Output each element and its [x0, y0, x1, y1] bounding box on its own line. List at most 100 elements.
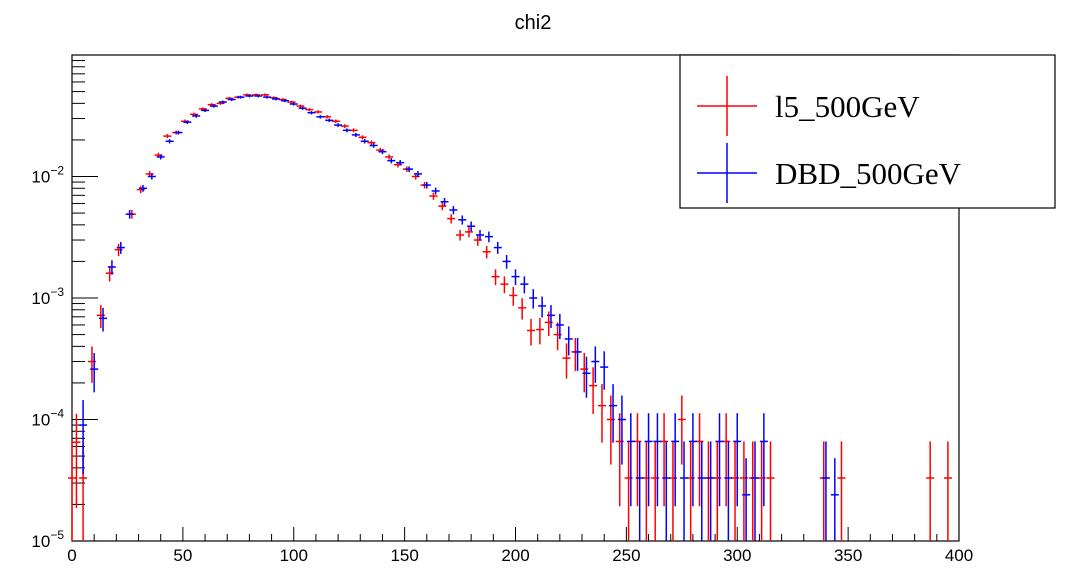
data-point	[597, 384, 606, 443]
data-point	[360, 139, 369, 144]
data-point	[99, 307, 108, 332]
data-point	[837, 441, 846, 541]
data-point	[491, 269, 500, 286]
data-point	[502, 255, 511, 269]
y-tick-label: 10−2	[31, 164, 64, 187]
data-point	[431, 187, 440, 195]
data-point	[79, 400, 88, 475]
data-point	[511, 269, 520, 286]
data-point	[564, 326, 573, 356]
chart-title: chi2	[515, 12, 552, 34]
y-tick-label: 10−5	[31, 528, 64, 551]
data-point	[90, 353, 99, 393]
data-point	[138, 184, 147, 192]
axes: 0 50 100 150 200 250 300 350 400 10−5 10−4 10−3 10−2	[31, 60, 973, 565]
data-point	[147, 173, 156, 180]
legend-entry: DBD_500GeV	[697, 143, 962, 203]
x-tick-label: 250	[612, 546, 640, 565]
legend-entry: l5_500GeV	[697, 76, 920, 136]
data-point	[589, 367, 598, 415]
data-point	[591, 346, 600, 383]
data-point	[458, 215, 467, 225]
data-point	[733, 413, 742, 507]
data-point	[165, 139, 174, 144]
x-tick-label: 400	[945, 546, 973, 565]
legend-entries: l5_500GeV DBD_500GeV	[697, 76, 962, 203]
data-point	[116, 241, 125, 254]
data-point	[438, 202, 447, 211]
data-point	[715, 413, 724, 507]
data-point	[688, 413, 697, 507]
data-point	[518, 298, 527, 320]
data-point	[766, 441, 775, 541]
data-point	[582, 356, 591, 398]
legend-label: DBD_500GeV	[775, 156, 962, 191]
data-point	[334, 123, 343, 127]
data-point	[644, 413, 653, 507]
data-point	[617, 395, 626, 465]
data-point	[662, 441, 671, 541]
data-point	[467, 221, 476, 232]
data-point	[484, 231, 493, 243]
data-point	[305, 108, 314, 112]
data-point	[493, 241, 502, 254]
data-point	[447, 214, 456, 224]
data-point	[227, 98, 236, 102]
data-point	[260, 93, 269, 97]
data-point	[509, 286, 518, 306]
data-point	[218, 100, 227, 104]
data-point	[500, 276, 509, 294]
x-tick-label: 150	[390, 546, 418, 565]
data-point	[555, 313, 564, 340]
data-point	[429, 192, 438, 200]
data-point	[671, 413, 680, 507]
data-point	[385, 154, 394, 160]
data-point	[316, 115, 325, 119]
data-point	[464, 227, 473, 238]
data-point	[476, 229, 485, 241]
data-point	[314, 110, 323, 114]
data-point	[635, 441, 644, 541]
data-point	[680, 441, 689, 541]
data-point	[378, 149, 387, 155]
x-tick-label: 300	[723, 546, 751, 565]
data-point	[236, 95, 245, 99]
data-point	[183, 120, 192, 125]
data-point	[926, 441, 935, 541]
data-point	[573, 337, 582, 371]
y-tick-label: 10−4	[31, 407, 64, 430]
data-point	[456, 229, 465, 241]
data-point	[600, 351, 609, 390]
data-point	[529, 289, 538, 309]
x-tick-label: 0	[67, 546, 76, 565]
data-point	[367, 140, 376, 145]
data-point	[405, 166, 414, 173]
data-point	[331, 119, 340, 124]
data-point	[742, 458, 751, 541]
data-point	[358, 135, 367, 140]
data-point	[440, 198, 449, 206]
data-point	[280, 99, 289, 103]
data-point	[609, 384, 618, 443]
data-point	[413, 171, 422, 177]
data-point	[174, 130, 183, 135]
data-point	[287, 100, 296, 104]
data-point	[272, 97, 281, 101]
data-point	[626, 413, 635, 507]
data-point	[422, 181, 431, 189]
data-point	[387, 158, 396, 164]
data-point	[296, 104, 305, 108]
data-point	[369, 143, 378, 148]
data-point	[254, 94, 263, 98]
data-point	[830, 458, 839, 541]
data-point	[289, 102, 298, 106]
data-point	[724, 441, 733, 541]
data-point	[943, 441, 952, 541]
data-point	[107, 260, 116, 275]
data-point	[538, 296, 547, 318]
data-point	[562, 343, 571, 379]
data-point	[245, 94, 254, 98]
x-tick-label: 100	[280, 546, 308, 565]
data-point	[342, 128, 351, 133]
